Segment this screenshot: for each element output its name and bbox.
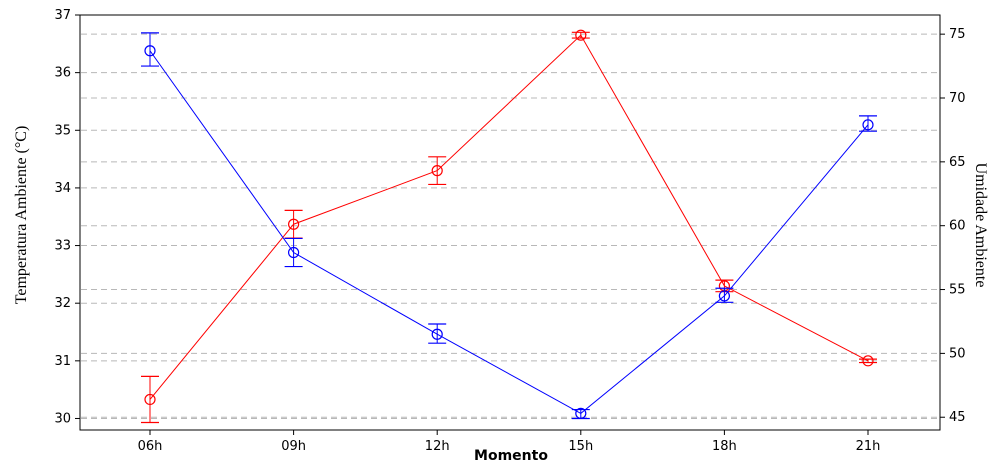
x-tick-label: 12h (425, 439, 450, 454)
x-tick-label: 09h (281, 439, 306, 454)
y-left-tick-label: 34 (54, 181, 71, 196)
data-point (862, 119, 874, 131)
data-point (144, 45, 156, 57)
data-point (144, 393, 156, 406)
y-left-tick-label: 37 (54, 8, 71, 23)
y-right-tick-label: 55 (949, 283, 966, 298)
x-tick-label: 18h (712, 439, 737, 454)
data-point (575, 29, 587, 41)
y-right-tick-label: 70 (949, 91, 966, 106)
plot-frame (79, 14, 941, 431)
data-point (718, 290, 731, 302)
series-line (149, 34, 869, 400)
grid-lines (81, 14, 939, 419)
x-axis-title: Momento (474, 448, 548, 464)
y-left-tick-label: 33 (54, 239, 71, 254)
x-tick-label: 15h (568, 439, 593, 454)
axes: 30 31 32 33 34 35 36 37 45 50 55 60 65 70 75 06h 09h 12h 1… (54, 8, 965, 454)
data-point (431, 165, 443, 177)
series-layer (141, 29, 877, 424)
y-left-tick-label: 32 (54, 296, 71, 311)
y-left-tick-label: 36 (54, 66, 71, 81)
data-point (862, 355, 874, 367)
data-point (288, 218, 300, 230)
y-axis-left-title: Temperatura Ambiente (°C) (13, 126, 30, 305)
data-point (288, 246, 300, 259)
y-left-tick-label: 30 (54, 411, 71, 426)
y-right-tick-label: 45 (949, 410, 966, 425)
y-right-tick-label: 60 (949, 219, 966, 234)
x-tick-label: 21h (856, 439, 881, 454)
y-right-tick-label: 50 (949, 346, 966, 361)
x-tick-label: 06h (138, 439, 163, 454)
y-left-tick-label: 31 (54, 354, 71, 369)
data-point (575, 407, 587, 419)
y-right-tick-label: 65 (949, 155, 966, 170)
y-right-tick-label: 75 (949, 27, 966, 42)
series-line (149, 50, 869, 415)
y-left-tick-label: 35 (54, 123, 71, 138)
data-point (431, 328, 443, 340)
y-axis-right-title: Umidade Ambiente (972, 163, 989, 288)
